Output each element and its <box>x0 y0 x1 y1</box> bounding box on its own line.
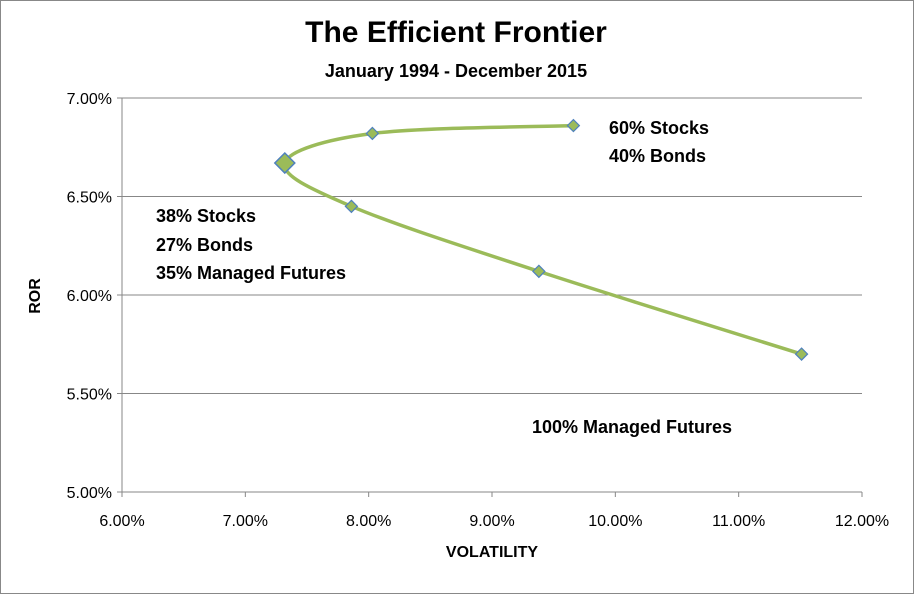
data-markers <box>273 118 809 361</box>
optimal-portfolio-marker <box>273 151 296 175</box>
x-tick-label: 10.00% <box>588 513 642 530</box>
gridlines <box>122 97 862 394</box>
x-tick-label: 9.00% <box>469 513 514 530</box>
annotation-60-40: 60% Stocks 40% Bonds <box>609 118 709 166</box>
axes <box>117 97 863 497</box>
y-tick-label: 5.50% <box>67 387 112 404</box>
annotation-line: 27% Bonds <box>156 235 253 255</box>
x-tick-label: 11.00% <box>712 513 765 530</box>
data-point-marker <box>365 126 380 141</box>
annotation-line: 60% Stocks <box>609 118 709 138</box>
data-point-marker <box>794 347 809 361</box>
frontier-line <box>282 123 804 356</box>
annotation-line: 38% Stocks <box>156 206 256 226</box>
chart-title: The Efficient Frontier <box>305 16 607 49</box>
data-point-marker <box>532 264 546 279</box>
y-tick-label: 6.50% <box>67 190 112 207</box>
x-tick-label: 6.00% <box>99 513 144 530</box>
annotation-managed-futures: 100% Managed Futures <box>532 417 732 437</box>
annotation-optimal-mix: 38% Stocks 27% Bonds 35% Managed Futures <box>156 206 346 283</box>
x-tick-label: 7.00% <box>223 513 268 530</box>
x-axis-label: VOLATILITY <box>446 544 538 561</box>
x-tick-label: 12.00% <box>835 513 889 530</box>
annotation-line: 100% Managed Futures <box>532 417 732 437</box>
data-point-marker <box>566 118 581 133</box>
x-tick-labels: 6.00% 7.00% 8.00% 9.00% 10.00% 11.00% 12.00% <box>99 513 889 530</box>
y-tick-labels: 5.00% 5.50% 6.00% 6.50% 7.00% <box>67 91 112 502</box>
annotation-line: 35% Managed Futures <box>156 263 346 283</box>
y-axis-label: ROR <box>27 278 44 314</box>
chart-subtitle: January 1994 - December 2015 <box>325 61 587 81</box>
data-point-marker <box>344 199 359 214</box>
y-tick-label: 7.00% <box>67 91 112 108</box>
y-tick-label: 6.00% <box>67 288 112 305</box>
x-tick-label: 8.00% <box>346 513 391 530</box>
frontier-curve <box>282 123 804 356</box>
y-tick-label: 5.00% <box>67 485 112 502</box>
annotation-line: 40% Bonds <box>609 146 706 166</box>
